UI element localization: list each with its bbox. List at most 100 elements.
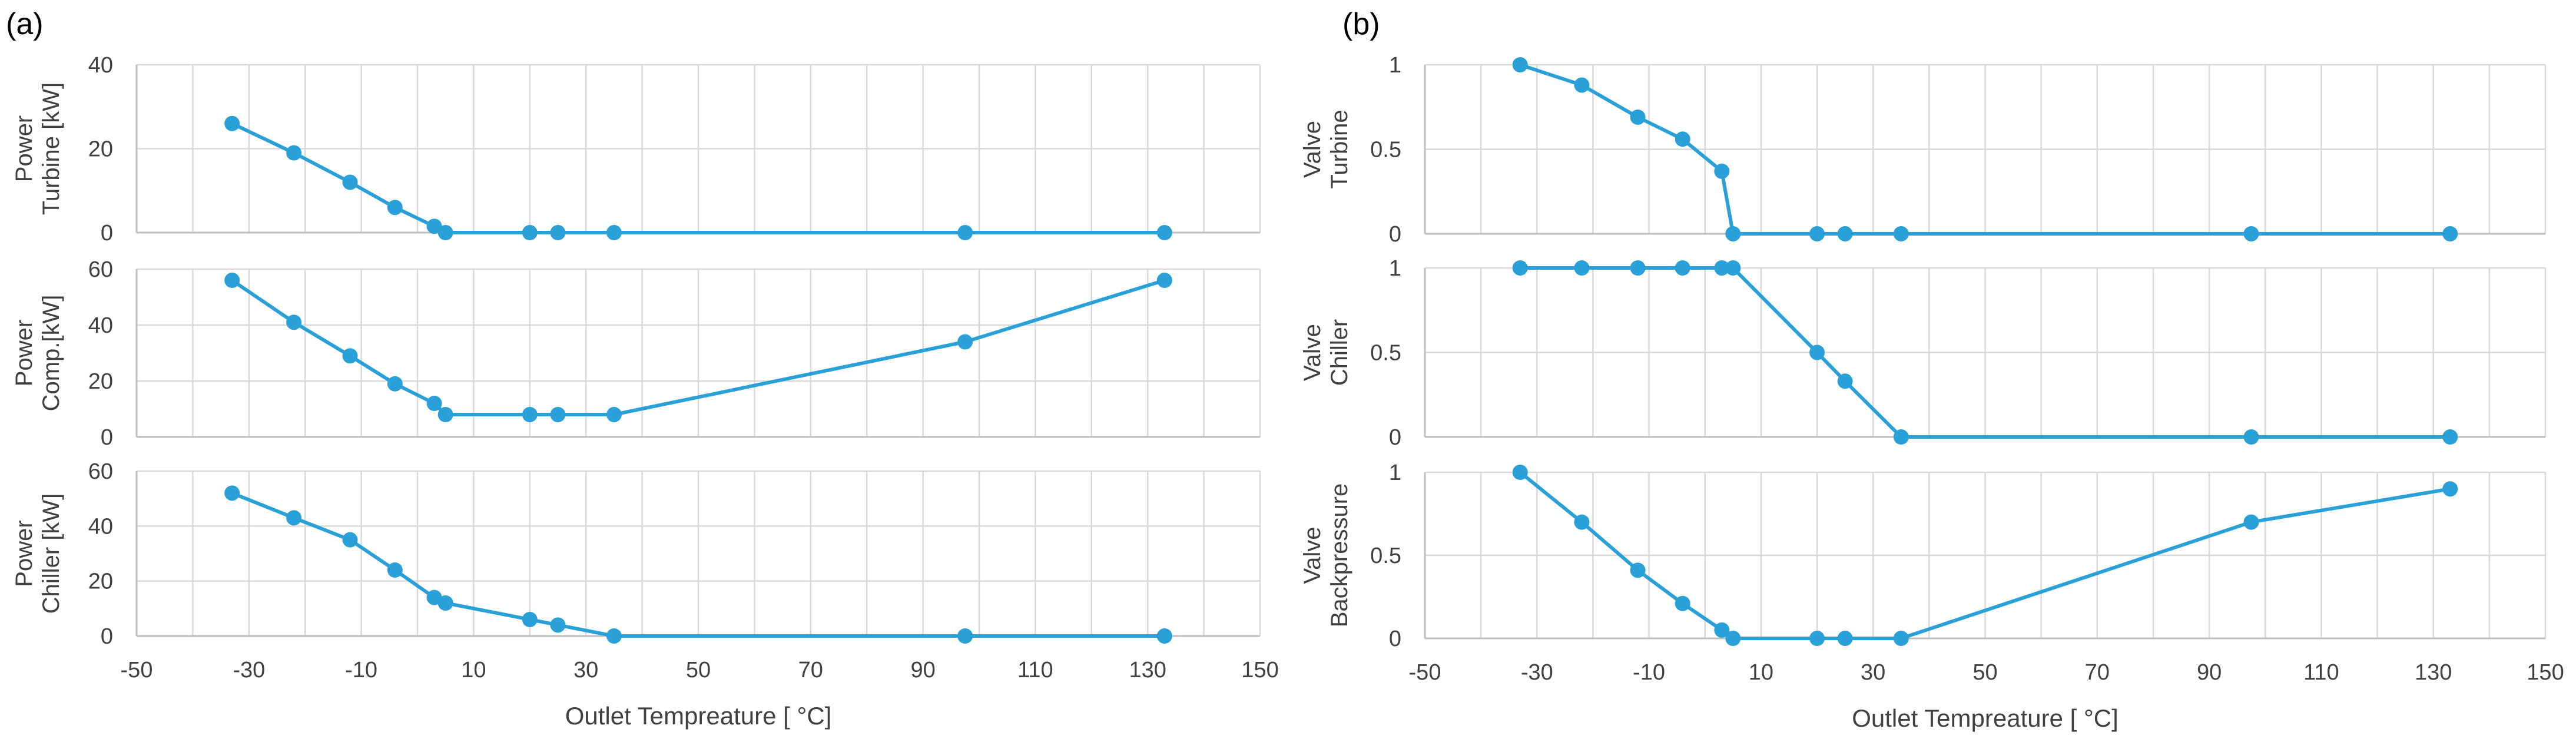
data-point (342, 532, 358, 548)
y-tick-label: 0 (101, 221, 113, 246)
y-tick-label: 1 (1389, 256, 1401, 281)
data-point (550, 617, 566, 633)
data-point (224, 115, 240, 131)
data-point (522, 407, 538, 422)
data-point (342, 174, 358, 190)
data-point (286, 314, 302, 330)
data-point (1512, 465, 1528, 480)
data-point (387, 200, 403, 216)
data-point (437, 407, 453, 422)
y-tick-label: 60 (88, 459, 113, 484)
data-point (1837, 631, 1853, 646)
y-tick-label: 0 (101, 624, 113, 649)
data-point (2243, 429, 2259, 445)
data-point (1512, 260, 1528, 276)
x-tick-label: 70 (798, 658, 823, 683)
data-point (2442, 429, 2458, 445)
data-point (1893, 631, 1909, 646)
x-tick-label: 30 (573, 658, 598, 683)
data-point (522, 612, 538, 627)
y-tick-label: 0 (1389, 222, 1401, 247)
x-tick-label: -50 (1409, 660, 1441, 685)
x-tick-label: -10 (345, 658, 377, 683)
y-axis-label-line: Power (11, 115, 37, 182)
x-tick-label: 110 (2303, 660, 2339, 685)
data-point (437, 225, 453, 240)
x-tick-label: 150 (1241, 658, 1278, 683)
x-tick-label: 130 (2415, 660, 2452, 685)
y-axis-label: PowerChiller [kW] (11, 493, 64, 614)
y-axis-label-line: Valve (1299, 324, 1325, 381)
data-point (957, 628, 973, 644)
data-point (1574, 514, 1590, 530)
data-point (1725, 631, 1741, 646)
data-point (1714, 260, 1730, 276)
x-tick-label: 10 (461, 658, 486, 683)
data-point (1630, 562, 1646, 578)
y-tick-label: 20 (88, 369, 113, 394)
data-point (224, 485, 240, 501)
data-point (1156, 225, 1172, 240)
data-point (1893, 429, 1909, 445)
x-axis-label: Outlet Tempreature [ °C] (565, 702, 832, 730)
y-axis-label: ValveChiller (1299, 319, 1352, 386)
y-axis-label-line: Valve (1299, 526, 1325, 584)
data-point (1675, 131, 1690, 147)
x-tick-label: -30 (233, 658, 265, 683)
data-point (1809, 631, 1825, 646)
y-axis-label-line: Comp.[kW] (38, 295, 64, 412)
y-axis-label-line: Chiller (1327, 319, 1352, 386)
data-point (957, 334, 973, 350)
y-tick-label: 20 (88, 137, 113, 162)
data-point (957, 225, 973, 240)
data-point (1156, 628, 1172, 644)
y-axis-label: PowerTurbine [kW] (11, 82, 64, 215)
x-tick-label: 150 (2527, 660, 2564, 685)
x-tick-label: 90 (910, 658, 935, 683)
data-point (522, 225, 538, 240)
data-point (286, 510, 302, 526)
x-tick-label: 110 (1017, 658, 1053, 683)
y-tick-label: 0 (1389, 425, 1401, 450)
y-tick-label: 40 (88, 53, 113, 78)
data-point (387, 376, 403, 392)
data-point (2442, 481, 2458, 497)
data-point (1725, 226, 1741, 241)
y-tick-label: 0.5 (1370, 138, 1401, 163)
data-point (1809, 226, 1825, 241)
x-tick-label: 30 (1861, 660, 1885, 685)
data-point (1675, 260, 1690, 276)
data-point (2442, 226, 2458, 241)
data-point (606, 628, 622, 644)
x-tick-label: -30 (1521, 660, 1553, 685)
x-tick-label: 10 (1749, 660, 1773, 685)
y-tick-label: 0.5 (1370, 544, 1401, 568)
x-tick-label: 50 (1972, 660, 1997, 685)
y-tick-label: 0 (1389, 627, 1401, 651)
data-point (1630, 260, 1646, 276)
data-point (387, 562, 403, 578)
data-point (1512, 57, 1528, 72)
data-point (606, 407, 622, 422)
y-tick-label: 60 (88, 257, 113, 282)
chart-a1: 0 20 40 PowerTurbine [kW] (11, 53, 1261, 246)
chart-b1: 0 0.5 1 ValveTurbine (1299, 53, 2547, 247)
x-tick-label: -10 (1633, 660, 1665, 685)
x-tick-label: -50 (121, 658, 153, 683)
data-point (1725, 260, 1741, 276)
chart-a3: 0 20 40 60 PowerChiller [kW] -50 -30 -10 10 30 50 7… (11, 459, 1279, 730)
y-axis-label-line: Turbine (1327, 110, 1352, 188)
y-tick-label: 40 (88, 313, 113, 338)
x-axis-label: Outlet Tempreature [ °C] (1852, 704, 2119, 732)
x-tick-label: 50 (686, 658, 711, 683)
data-point (342, 348, 358, 364)
chart-b2: 0 0.5 1 ValveChiller (1299, 256, 2547, 450)
y-axis-label: ValveBackpressure (1299, 483, 1352, 628)
y-tick-label: 0.5 (1370, 341, 1401, 366)
x-tick-label: 130 (1129, 658, 1166, 683)
y-tick-label: 1 (1389, 53, 1401, 78)
data-point (224, 273, 240, 288)
data-point (286, 145, 302, 161)
data-point (1156, 273, 1172, 288)
y-tick-label: 20 (88, 569, 113, 594)
